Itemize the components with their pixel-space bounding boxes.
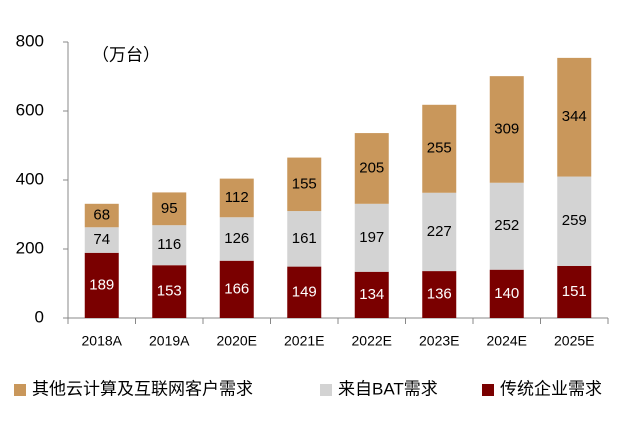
value-label: 166 [224, 280, 249, 297]
x-tick-label: 2022E [352, 333, 392, 349]
x-tick-label: 2023E [419, 333, 459, 349]
bar-segment [84, 203, 119, 228]
y-tick-label: 800 [16, 31, 44, 50]
value-label: 205 [359, 159, 384, 176]
value-label: 151 [562, 283, 587, 300]
value-label: 155 [292, 175, 317, 192]
bar-segment [354, 271, 389, 318]
legend-label: 来自BAT需求 [338, 379, 438, 398]
unit-annotation: （万台） [92, 45, 160, 64]
value-label: 344 [562, 108, 587, 125]
value-label: 255 [427, 140, 452, 157]
value-label: 153 [157, 283, 182, 300]
legend-swatch [14, 384, 26, 396]
bar-segment [489, 269, 524, 318]
bar-segment [287, 266, 322, 318]
legend-label: 其他云计算及互联网客户需求 [32, 379, 253, 398]
value-label: 252 [494, 217, 519, 234]
value-label: 136 [427, 286, 452, 303]
value-label: 161 [292, 230, 317, 247]
bar-segment [422, 271, 457, 318]
value-label: 149 [292, 283, 317, 300]
value-label: 189 [89, 276, 114, 293]
bar-segment [219, 217, 254, 261]
bar-segment [287, 157, 322, 212]
x-tick-label: 2018A [82, 333, 123, 349]
value-label: 134 [359, 286, 384, 303]
bar-segment [354, 133, 389, 204]
legend-swatch [320, 384, 332, 396]
x-tick-label: 2024E [487, 333, 527, 349]
x-tick-label: 2021E [284, 333, 324, 349]
bar-segment [219, 178, 254, 218]
legend-swatch [482, 384, 494, 396]
value-label: 116 [157, 236, 181, 253]
bar-segment [219, 260, 254, 318]
bar-segment [152, 192, 187, 226]
value-label: 126 [224, 230, 249, 247]
value-label: 309 [494, 120, 519, 137]
value-label: 259 [562, 212, 587, 229]
bar-segment [422, 192, 457, 272]
x-tick-label: 2020E [217, 333, 257, 349]
x-tick-label: 2025E [554, 333, 594, 349]
bar-segment [84, 252, 119, 318]
bar-segment [557, 176, 592, 266]
value-label: 68 [93, 207, 110, 224]
value-label: 140 [494, 285, 519, 302]
x-tick-label: 2019A [149, 333, 190, 349]
bar-segment [152, 265, 187, 318]
value-label: 227 [427, 223, 452, 240]
bar-segment [489, 76, 524, 183]
legend-label: 传统企业需求 [500, 379, 602, 398]
bar-segment [84, 227, 119, 253]
value-label: 112 [225, 189, 249, 206]
bar-segment [422, 104, 457, 193]
bar-segment [557, 265, 592, 318]
bar-segment [287, 211, 322, 267]
value-label: 197 [359, 229, 384, 246]
value-label: 74 [93, 231, 110, 248]
y-tick-label: 600 [16, 100, 44, 119]
value-label: 95 [161, 200, 178, 217]
y-tick-label: 0 [35, 307, 44, 326]
y-tick-label: 200 [16, 238, 44, 257]
y-tick-label: 400 [16, 169, 44, 188]
bar-segment [489, 182, 524, 270]
bar-segment [152, 225, 187, 266]
bar-segment [354, 203, 389, 272]
bar-segment [557, 57, 592, 177]
